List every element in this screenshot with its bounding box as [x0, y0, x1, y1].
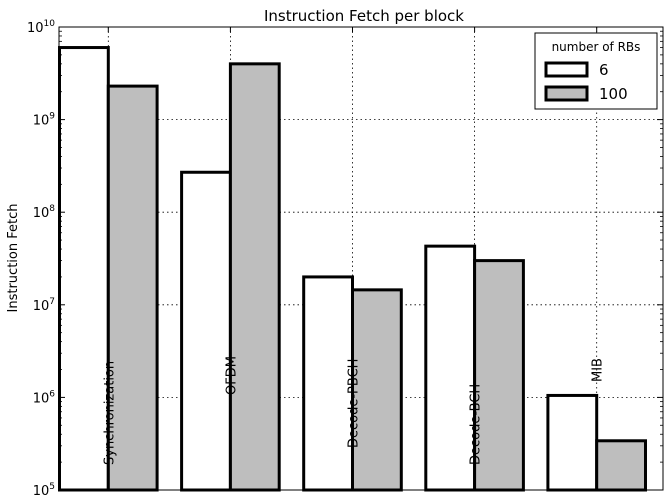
legend-swatch-series-6: [544, 61, 589, 78]
y-axis-ticks: 105 106 107 108 109 1010: [27, 19, 663, 499]
plot-area-frame: [58, 26, 664, 491]
bar-mib-series-6: [546, 393, 599, 492]
bar-synchronization-series-6: [58, 46, 110, 492]
category-labels: Synchronization OFDM Decode-PBCH Decode-BCH…: [102, 356, 605, 465]
bar-decode-pbch-series-6: [302, 275, 355, 492]
y-axis-label: Instruction Fetch: [6, 204, 21, 313]
y-tick-label: 107: [33, 297, 55, 314]
category-label: MIB: [591, 358, 606, 382]
category-label: Synchronization: [102, 361, 117, 465]
bar-decode-bch-series-6: [424, 244, 477, 492]
legend: number of RBs 6 100: [534, 32, 658, 110]
legend-title: number of RBs: [552, 40, 641, 54]
legend-label-series-100: 100: [599, 85, 628, 103]
y-tick-label: 109: [33, 112, 56, 129]
category-label: Decode-BCH: [469, 384, 484, 465]
y-tick-label: 1010: [27, 19, 55, 36]
y-tick-label: 105: [33, 482, 55, 499]
bar-decode-bch-series-100: [473, 259, 525, 492]
bar-ofdm-series-6: [180, 170, 232, 492]
legend-swatch-series-100: [544, 85, 589, 102]
bar-ofdm-series-100: [228, 62, 281, 492]
y-tick-label: 108: [33, 204, 56, 221]
legend-label-series-6: 6: [599, 61, 609, 79]
bar-mib-series-100: [595, 439, 648, 492]
category-label: Decode-PBCH: [347, 359, 362, 448]
y-tick-label: 106: [33, 389, 56, 406]
bar-synchronization-series-100: [106, 84, 159, 492]
bars: [58, 46, 648, 492]
chart-title: Instruction Fetch per block: [264, 7, 464, 25]
category-label: OFDM: [224, 356, 239, 395]
